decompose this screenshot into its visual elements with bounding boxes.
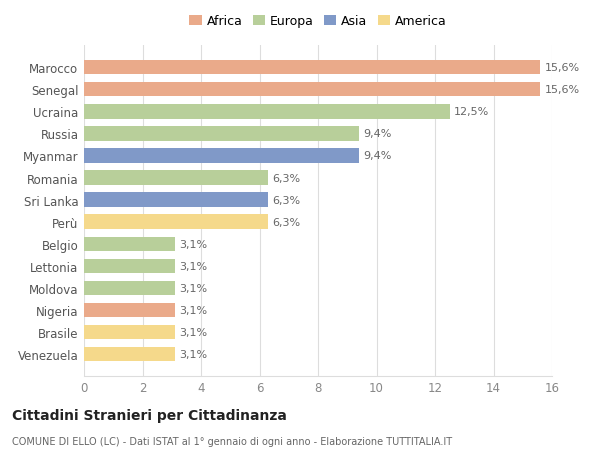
- Bar: [84, 347, 175, 361]
- Bar: [84, 193, 268, 207]
- Bar: [84, 171, 268, 185]
- Text: 12,5%: 12,5%: [454, 107, 489, 117]
- Bar: [84, 215, 268, 230]
- Bar: [84, 61, 541, 75]
- Bar: [84, 105, 449, 119]
- Bar: [84, 281, 175, 295]
- Bar: [84, 127, 359, 141]
- Bar: [84, 325, 175, 339]
- Text: 3,1%: 3,1%: [179, 261, 207, 271]
- Text: 15,6%: 15,6%: [545, 85, 580, 95]
- Text: 3,1%: 3,1%: [179, 327, 207, 337]
- Text: 6,3%: 6,3%: [272, 195, 301, 205]
- Legend: Africa, Europa, Asia, America: Africa, Europa, Asia, America: [184, 10, 452, 33]
- Text: COMUNE DI ELLO (LC) - Dati ISTAT al 1° gennaio di ogni anno - Elaborazione TUTTI: COMUNE DI ELLO (LC) - Dati ISTAT al 1° g…: [12, 436, 452, 446]
- Bar: [84, 83, 541, 97]
- Text: 6,3%: 6,3%: [272, 173, 301, 183]
- Text: 15,6%: 15,6%: [545, 63, 580, 73]
- Text: 9,4%: 9,4%: [364, 129, 392, 139]
- Bar: [84, 259, 175, 273]
- Text: Cittadini Stranieri per Cittadinanza: Cittadini Stranieri per Cittadinanza: [12, 409, 287, 422]
- Text: 3,1%: 3,1%: [179, 349, 207, 359]
- Text: 3,1%: 3,1%: [179, 239, 207, 249]
- Bar: [84, 303, 175, 317]
- Text: 6,3%: 6,3%: [272, 217, 301, 227]
- Bar: [84, 237, 175, 252]
- Bar: [84, 149, 359, 163]
- Text: 3,1%: 3,1%: [179, 283, 207, 293]
- Text: 3,1%: 3,1%: [179, 305, 207, 315]
- Text: 9,4%: 9,4%: [364, 151, 392, 161]
